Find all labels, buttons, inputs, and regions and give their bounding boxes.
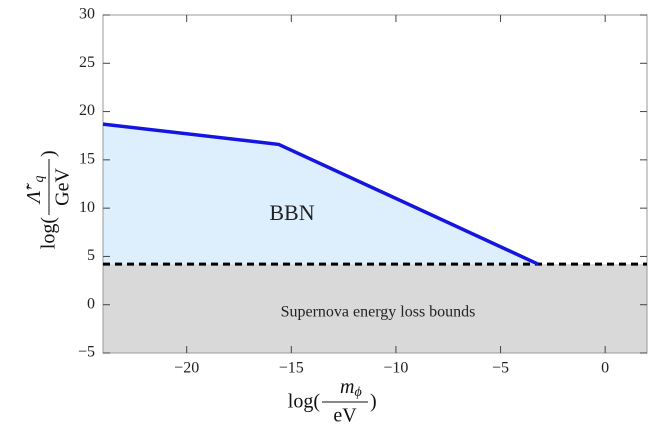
bbn-region	[103, 124, 539, 265]
x-tick-label: 0	[601, 360, 609, 377]
y-tick-label: 0	[87, 295, 95, 312]
bound-region	[103, 264, 647, 353]
y-tick-label: −5	[78, 344, 95, 361]
x-label-denominator: eV	[333, 405, 357, 427]
y-label-denominator: GeV	[52, 168, 74, 206]
x-tick-label: −15	[279, 360, 304, 377]
bbn-line	[102, 122, 539, 266]
y-label-sub: q	[32, 176, 47, 183]
plot-area: −5 0 5 10 15 20 25 30 −20 −15 −10 −5 0 BBN Supernova e…	[78, 6, 648, 377]
y-axis-label: log( Λ̃′q GeV )	[23, 150, 74, 249]
x-label-sub: ϕ	[354, 385, 361, 400]
x-label-prefix: log(	[288, 391, 321, 413]
y-tick-label: 25	[79, 54, 95, 71]
annotation: BBN	[269, 200, 314, 225]
y-tick-label: 5	[87, 247, 95, 264]
x-tick-label: −5	[492, 360, 509, 377]
x-label-numerator: mϕ	[340, 376, 362, 401]
x-tick-label: −20	[174, 360, 199, 377]
y-label-numerator: Λ̃′q	[23, 176, 48, 205]
annotation: Supernova energy loss bounds	[281, 304, 476, 321]
x-label-suffix: )	[370, 391, 377, 413]
y-tick-label: 30	[79, 6, 95, 23]
y-tick-label: 10	[79, 199, 95, 216]
x-axis-label: log( mϕ eV )	[288, 376, 377, 427]
y-label-num: Λ̃′	[23, 183, 45, 205]
y-tick-label: 20	[79, 102, 95, 119]
frame	[102, 14, 648, 354]
y-label-suffix: )	[38, 150, 60, 157]
x-label-num: m	[340, 376, 354, 398]
x-tick-label: −10	[383, 360, 408, 377]
y-label-prefix: log(	[38, 217, 60, 250]
y-tick-label: 15	[79, 151, 95, 168]
